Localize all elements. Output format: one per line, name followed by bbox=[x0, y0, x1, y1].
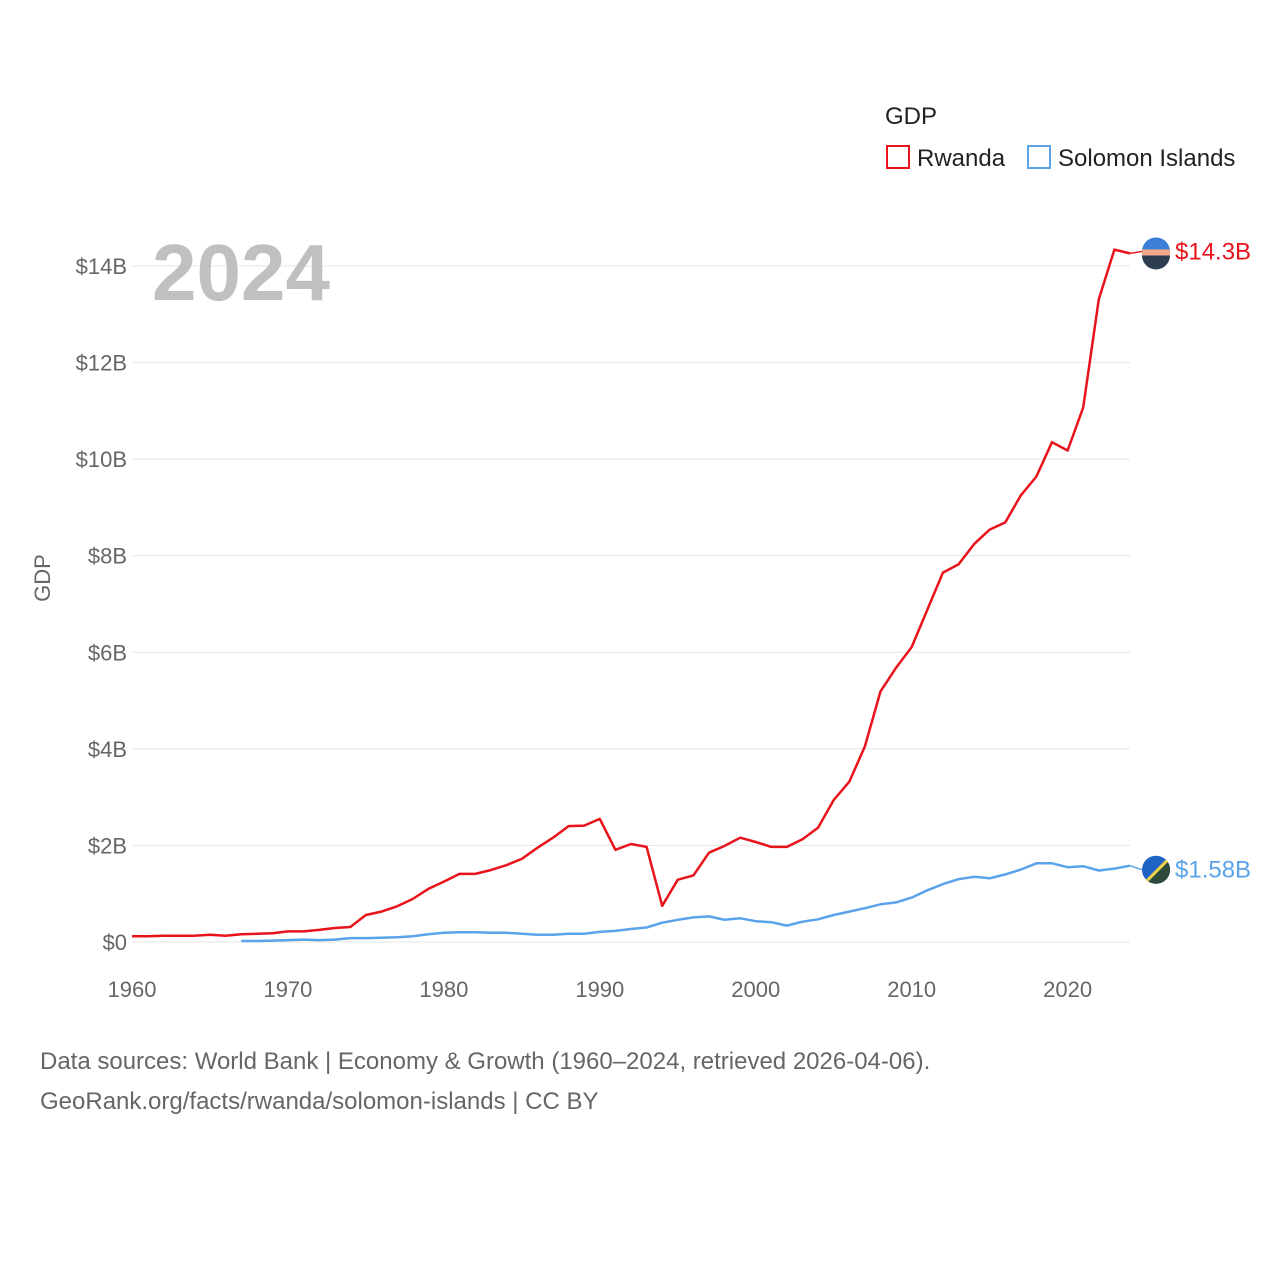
y-tick-label: $12B bbox=[76, 351, 127, 376]
source-line-1: Data sources: World Bank | Economy & Gro… bbox=[40, 1048, 931, 1075]
end-value-label-solomon-islands: $1.58B bbox=[1175, 857, 1251, 884]
x-tick-label: 2020 bbox=[1043, 977, 1092, 1002]
y-tick-label: $6B bbox=[88, 640, 127, 665]
y-tick-label: $0 bbox=[103, 930, 127, 955]
gdp-line-chart: $0$2B$4B$6B$8B$10B$12B$14B 1960 1970 1980 1… bbox=[30, 103, 1251, 1002]
flag-green bbox=[1146, 859, 1171, 884]
x-tick-label: 2010 bbox=[887, 977, 936, 1002]
x-tick-label: 1980 bbox=[419, 977, 468, 1002]
legend-swatch-solomon-islands bbox=[1027, 145, 1051, 169]
flag-dark bbox=[1142, 255, 1170, 270]
x-tick-label: 1970 bbox=[263, 977, 312, 1002]
rwanda-flag-icon bbox=[1142, 237, 1170, 270]
x-tick-label: 1990 bbox=[575, 977, 624, 1002]
y-axis-ticks: $0 $2B $4B $6B $8B $10B $12B $14B bbox=[76, 254, 127, 955]
legend: GDP Rwanda Solomon Islands bbox=[885, 103, 1235, 172]
legend-label-solomon-islands: Solomon Islands bbox=[1058, 145, 1235, 172]
y-tick-label: $4B bbox=[88, 737, 127, 762]
end-connector-solomon-islands bbox=[1129, 864, 1143, 871]
x-tick-label: 1960 bbox=[108, 977, 157, 1002]
y-axis-title: GDP bbox=[30, 554, 55, 602]
y-tick-label: $14B bbox=[76, 254, 127, 279]
source-line-2[interactable]: GeoRank.org/facts/rwanda/solomon-islands… bbox=[40, 1088, 599, 1115]
end-value-label-rwanda: $14.3B bbox=[1175, 238, 1251, 265]
solomon-islands-flag-icon bbox=[1142, 855, 1171, 884]
legend-swatch-rwanda bbox=[886, 145, 910, 169]
data-source-note: Data sources: World Bank | Economy & Gro… bbox=[40, 1042, 930, 1122]
end-connector-rwanda bbox=[1129, 250, 1143, 255]
legend-label-rwanda: Rwanda bbox=[917, 145, 1006, 172]
series-lines bbox=[132, 248, 1131, 943]
y-tick-label: $10B bbox=[76, 447, 127, 472]
flag-stripe bbox=[1145, 859, 1169, 882]
x-axis-ticks: 1960 1970 1980 1990 2000 2010 2020 bbox=[108, 977, 1093, 1002]
gridlines bbox=[132, 265, 1130, 943]
y-tick-label: $8B bbox=[88, 544, 127, 569]
legend-title: GDP bbox=[885, 103, 937, 130]
x-tick-label: 2000 bbox=[731, 977, 780, 1002]
end-labels: $14.3B $1.58B bbox=[1129, 237, 1251, 884]
year-overlay: 2024 bbox=[152, 228, 330, 317]
legend-item-rwanda[interactable]: Rwanda bbox=[886, 145, 1006, 172]
legend-item-solomon-islands[interactable]: Solomon Islands bbox=[1027, 145, 1235, 172]
series-line-rwanda bbox=[132, 248, 1131, 938]
series-line-solomon-islands bbox=[241, 862, 1131, 943]
flag-band bbox=[1142, 249, 1170, 256]
y-tick-label: $2B bbox=[88, 833, 127, 858]
